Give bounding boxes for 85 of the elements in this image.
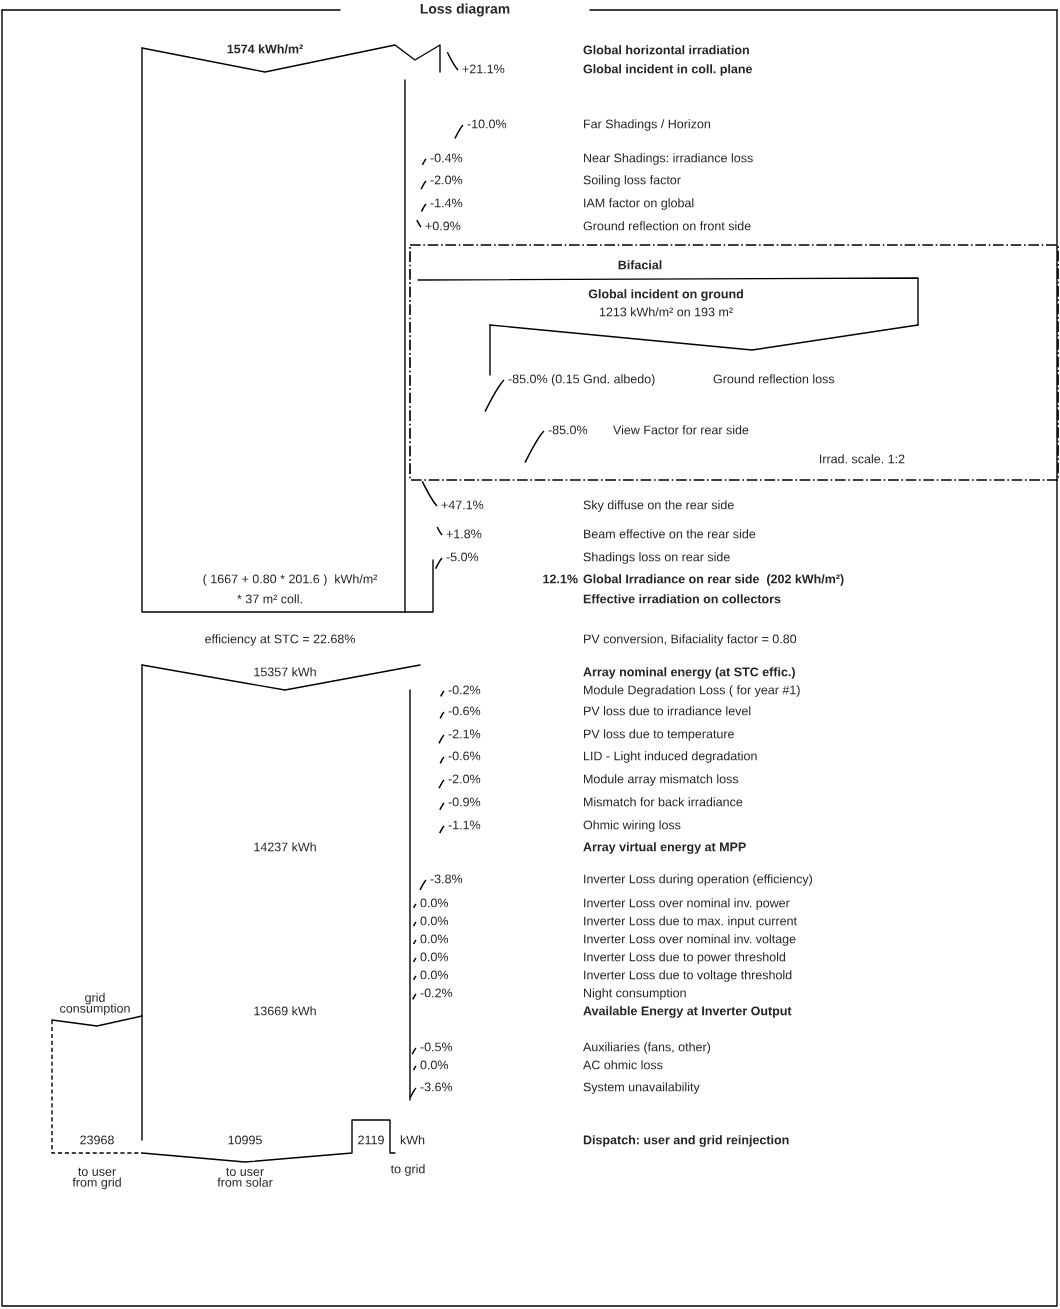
category-label: LID - Light induced degradation xyxy=(584,751,757,763)
category-label: Module array mismatch loss xyxy=(584,774,739,786)
category-label: Soiling loss factor xyxy=(583,175,681,187)
category-label: Inverter Loss over nominal inv. voltage xyxy=(584,934,796,946)
text: grid consumption xyxy=(60,992,130,1016)
category-label: IAM factor on global xyxy=(584,198,694,210)
data-label: -2.1% xyxy=(448,729,481,739)
data-label: -0.4% xyxy=(430,153,463,163)
category-label: Ground reflection loss xyxy=(713,374,835,384)
category-label: Shadings loss on rear side xyxy=(583,552,730,564)
data-label: 0.0% xyxy=(420,1060,449,1070)
category-label: PV conversion, Bifaciality factor = 0.80 xyxy=(584,634,797,646)
data-label: 0.0% xyxy=(420,934,449,944)
category-label: Available Energy at Inverter Output xyxy=(583,1006,792,1018)
category-label: Far Shadings / Horizon xyxy=(584,119,711,131)
text: to user from grid xyxy=(72,1167,121,1190)
category-label: Near Shadings: irradiance loss xyxy=(584,153,753,165)
data-label: -0.9% xyxy=(448,797,481,807)
category-label: Inverter Loss due to voltage threshold xyxy=(584,970,792,982)
text: 23968 xyxy=(80,1135,114,1145)
category-label: PV loss due to irradiance level xyxy=(584,706,751,716)
text: 10995 xyxy=(228,1135,262,1145)
category-label: Array virtual energy at MPP xyxy=(583,842,746,854)
data-label: -2.0% xyxy=(430,175,463,185)
category-label: Ground reflection on front side xyxy=(583,221,751,231)
text: efficiency at STC = 22.68% xyxy=(205,634,356,646)
category-label: Effective irradiation on collectors xyxy=(583,594,781,604)
data-label: 0.0% xyxy=(420,970,449,980)
category-label: Inverter Loss due to power threshold xyxy=(584,952,786,964)
category-label: Night consumption xyxy=(584,988,686,1000)
text: * 37 m² coll. xyxy=(237,594,302,604)
text: to grid xyxy=(390,1164,425,1176)
data-label: -85.0% xyxy=(548,425,588,435)
category-label: Global Irradiance on rear side (202 kWh/m²) xyxy=(583,574,844,586)
category-label: AC ohmic loss xyxy=(583,1060,663,1070)
data-label: 0.0% xyxy=(420,898,449,908)
category-label: Mismatch for back irradiance xyxy=(584,797,743,807)
text: Global incident on ground xyxy=(588,289,743,301)
data-label: +0.9% xyxy=(425,221,461,231)
data-label: -0.6% xyxy=(448,751,481,761)
text: ( 1667 + 0.80 * 201.6 ) kWh/m² xyxy=(203,574,378,586)
category-label: Inverter Loss during operation (efficiency) xyxy=(584,874,812,886)
data-label: -3.8% xyxy=(430,874,463,884)
category-label: System unavailability xyxy=(583,1082,700,1094)
category-label: View Factor for rear side xyxy=(613,425,749,435)
data-label: -2.0% xyxy=(448,774,481,784)
data-label: -1.4% xyxy=(430,198,463,208)
data-label: +47.1% xyxy=(441,500,484,510)
category-label: Sky diffuse on the rear side xyxy=(583,500,734,512)
data-label: -0.6% xyxy=(448,706,481,716)
data-label: -3.6% xyxy=(420,1082,453,1092)
category-label: Ohmic wiring loss xyxy=(583,820,681,832)
data-label: -0.5% xyxy=(420,1042,453,1052)
category-label: Beam effective on the rear side xyxy=(584,529,756,539)
data-label: +1.8% xyxy=(446,529,482,539)
text: 14237 kWh xyxy=(254,842,316,852)
data-label: 12.1% xyxy=(543,574,578,584)
data-label: -0.2% xyxy=(448,685,481,695)
text: Loss diagram xyxy=(420,3,510,17)
category-label: Array nominal energy (at STC effic.) xyxy=(583,667,795,679)
text: to user from solar xyxy=(217,1167,273,1187)
data-label: +21.1% xyxy=(462,64,505,74)
category-label: Inverter Loss due to max. input current xyxy=(584,916,797,928)
data-label: -10.0% xyxy=(467,119,507,129)
text: Bifacial xyxy=(618,260,662,270)
text: 1574 kWh/m² xyxy=(227,44,303,54)
data-label: -1.1% xyxy=(448,820,481,830)
text: 1213 kWh/m² on 193 m² xyxy=(599,307,733,317)
data-label: -85.0% (0.15 Gnd. albedo) xyxy=(508,374,655,386)
text: 2119 xyxy=(358,1135,384,1145)
text: kWh xyxy=(400,1135,425,1145)
category-label: Global horizontal irradiation xyxy=(583,45,749,55)
category-label: Global incident in coll. plane xyxy=(583,64,753,76)
data-label: -5.0% xyxy=(446,552,479,562)
text: Irrad. scale. 1:2 xyxy=(820,454,905,464)
category-label: Dispatch: user and grid reinjection xyxy=(583,1135,789,1147)
text: 13669 kWh xyxy=(254,1006,316,1016)
data-label: 0.0% xyxy=(420,952,449,962)
text: 15357 kWh xyxy=(254,667,316,677)
category-label: Module Degradation Loss ( for year #1) xyxy=(584,685,800,697)
data-label: 0.0% xyxy=(420,916,449,926)
data-label: -0.2% xyxy=(420,988,453,998)
category-label: PV loss due to temperature xyxy=(584,729,734,741)
category-label: Auxiliaries (fans, other) xyxy=(583,1042,711,1054)
category-label: Inverter Loss over nominal inv. power xyxy=(584,898,790,910)
